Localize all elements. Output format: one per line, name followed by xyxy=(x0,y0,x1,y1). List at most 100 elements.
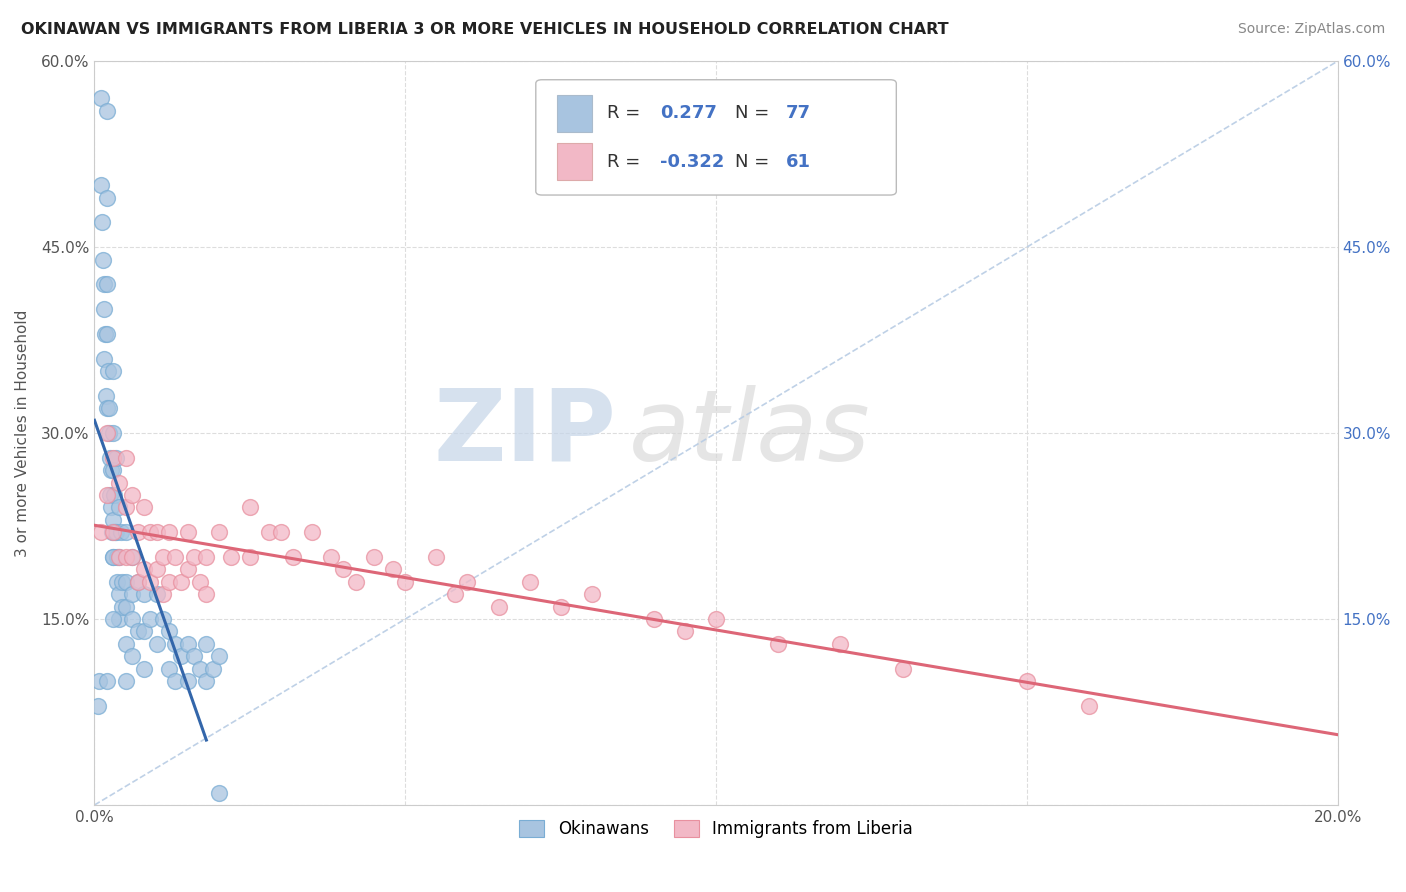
Point xyxy=(101,549,124,564)
Text: OKINAWAN VS IMMIGRANTS FROM LIBERIA 3 OR MORE VEHICLES IN HOUSEHOLD CORRELATION : OKINAWAN VS IMMIGRANTS FROM LIBERIA 3 OR… xyxy=(21,22,949,37)
Point xyxy=(145,562,167,576)
Point xyxy=(86,698,108,713)
Point xyxy=(1015,673,1038,688)
Point xyxy=(394,574,416,589)
Point xyxy=(157,525,180,540)
Point xyxy=(93,302,115,317)
Point xyxy=(101,463,124,477)
Point xyxy=(239,549,262,564)
Point xyxy=(96,277,118,292)
Point xyxy=(100,500,122,515)
Point xyxy=(195,637,218,651)
FancyBboxPatch shape xyxy=(536,79,896,195)
Point xyxy=(134,587,156,601)
Point xyxy=(519,574,541,589)
Point xyxy=(96,488,118,502)
Point xyxy=(201,662,224,676)
Point xyxy=(108,475,131,490)
Point xyxy=(121,549,143,564)
Point xyxy=(114,673,136,688)
Point xyxy=(90,525,112,540)
Point xyxy=(101,426,124,441)
Point xyxy=(550,599,572,614)
Point xyxy=(183,549,205,564)
Point xyxy=(283,549,305,564)
Point xyxy=(108,549,131,564)
Point xyxy=(93,351,115,366)
Point xyxy=(96,103,118,118)
Point xyxy=(127,525,149,540)
Point xyxy=(90,215,112,229)
Point xyxy=(319,549,342,564)
Point xyxy=(157,574,180,589)
Point xyxy=(121,549,143,564)
Point xyxy=(195,549,218,564)
Point xyxy=(91,252,114,267)
Point xyxy=(188,574,211,589)
Point xyxy=(165,673,187,688)
Point xyxy=(90,91,112,105)
Point xyxy=(704,612,727,626)
Point xyxy=(152,587,174,601)
Text: 77: 77 xyxy=(786,104,811,122)
Point xyxy=(89,673,111,688)
Point xyxy=(121,612,143,626)
Point xyxy=(152,612,174,626)
Point xyxy=(488,599,510,614)
Point xyxy=(344,574,367,589)
Point xyxy=(94,389,117,403)
Point xyxy=(766,637,789,651)
Point xyxy=(581,587,603,601)
Point xyxy=(105,549,128,564)
Point xyxy=(101,450,124,465)
Point xyxy=(444,587,467,601)
Point xyxy=(108,587,131,601)
Point xyxy=(381,562,404,576)
Point xyxy=(98,401,121,416)
Point xyxy=(332,562,354,576)
Point xyxy=(363,549,385,564)
Point xyxy=(152,549,174,564)
Point xyxy=(139,574,162,589)
Point xyxy=(114,599,136,614)
Point xyxy=(219,549,242,564)
Point xyxy=(157,624,180,639)
Point xyxy=(100,463,122,477)
Point xyxy=(891,662,914,676)
Point xyxy=(101,612,124,626)
Point xyxy=(183,649,205,664)
Point xyxy=(98,488,121,502)
Point xyxy=(643,612,665,626)
Point xyxy=(177,562,200,576)
Point xyxy=(101,525,124,540)
Point xyxy=(97,426,120,441)
Point xyxy=(188,662,211,676)
Point xyxy=(114,525,136,540)
Point xyxy=(96,673,118,688)
Point xyxy=(165,549,187,564)
Y-axis label: 3 or more Vehicles in Household: 3 or more Vehicles in Household xyxy=(15,310,30,557)
Text: 61: 61 xyxy=(786,153,811,170)
Point xyxy=(177,673,200,688)
Point xyxy=(177,525,200,540)
Text: Source: ZipAtlas.com: Source: ZipAtlas.com xyxy=(1237,22,1385,37)
Point xyxy=(105,525,128,540)
Point xyxy=(134,624,156,639)
Point xyxy=(257,525,280,540)
Point xyxy=(110,525,132,540)
Legend: Okinawans, Immigrants from Liberia: Okinawans, Immigrants from Liberia xyxy=(513,814,920,845)
Point xyxy=(1078,698,1101,713)
Point xyxy=(239,500,262,515)
Point xyxy=(103,488,125,502)
Point xyxy=(101,525,124,540)
Point xyxy=(94,326,117,341)
Point xyxy=(121,488,143,502)
Point xyxy=(97,364,120,378)
Point xyxy=(108,612,131,626)
FancyBboxPatch shape xyxy=(557,143,592,180)
Point xyxy=(108,549,131,564)
Point xyxy=(134,662,156,676)
Point xyxy=(145,525,167,540)
Point xyxy=(111,574,134,589)
Point xyxy=(114,549,136,564)
